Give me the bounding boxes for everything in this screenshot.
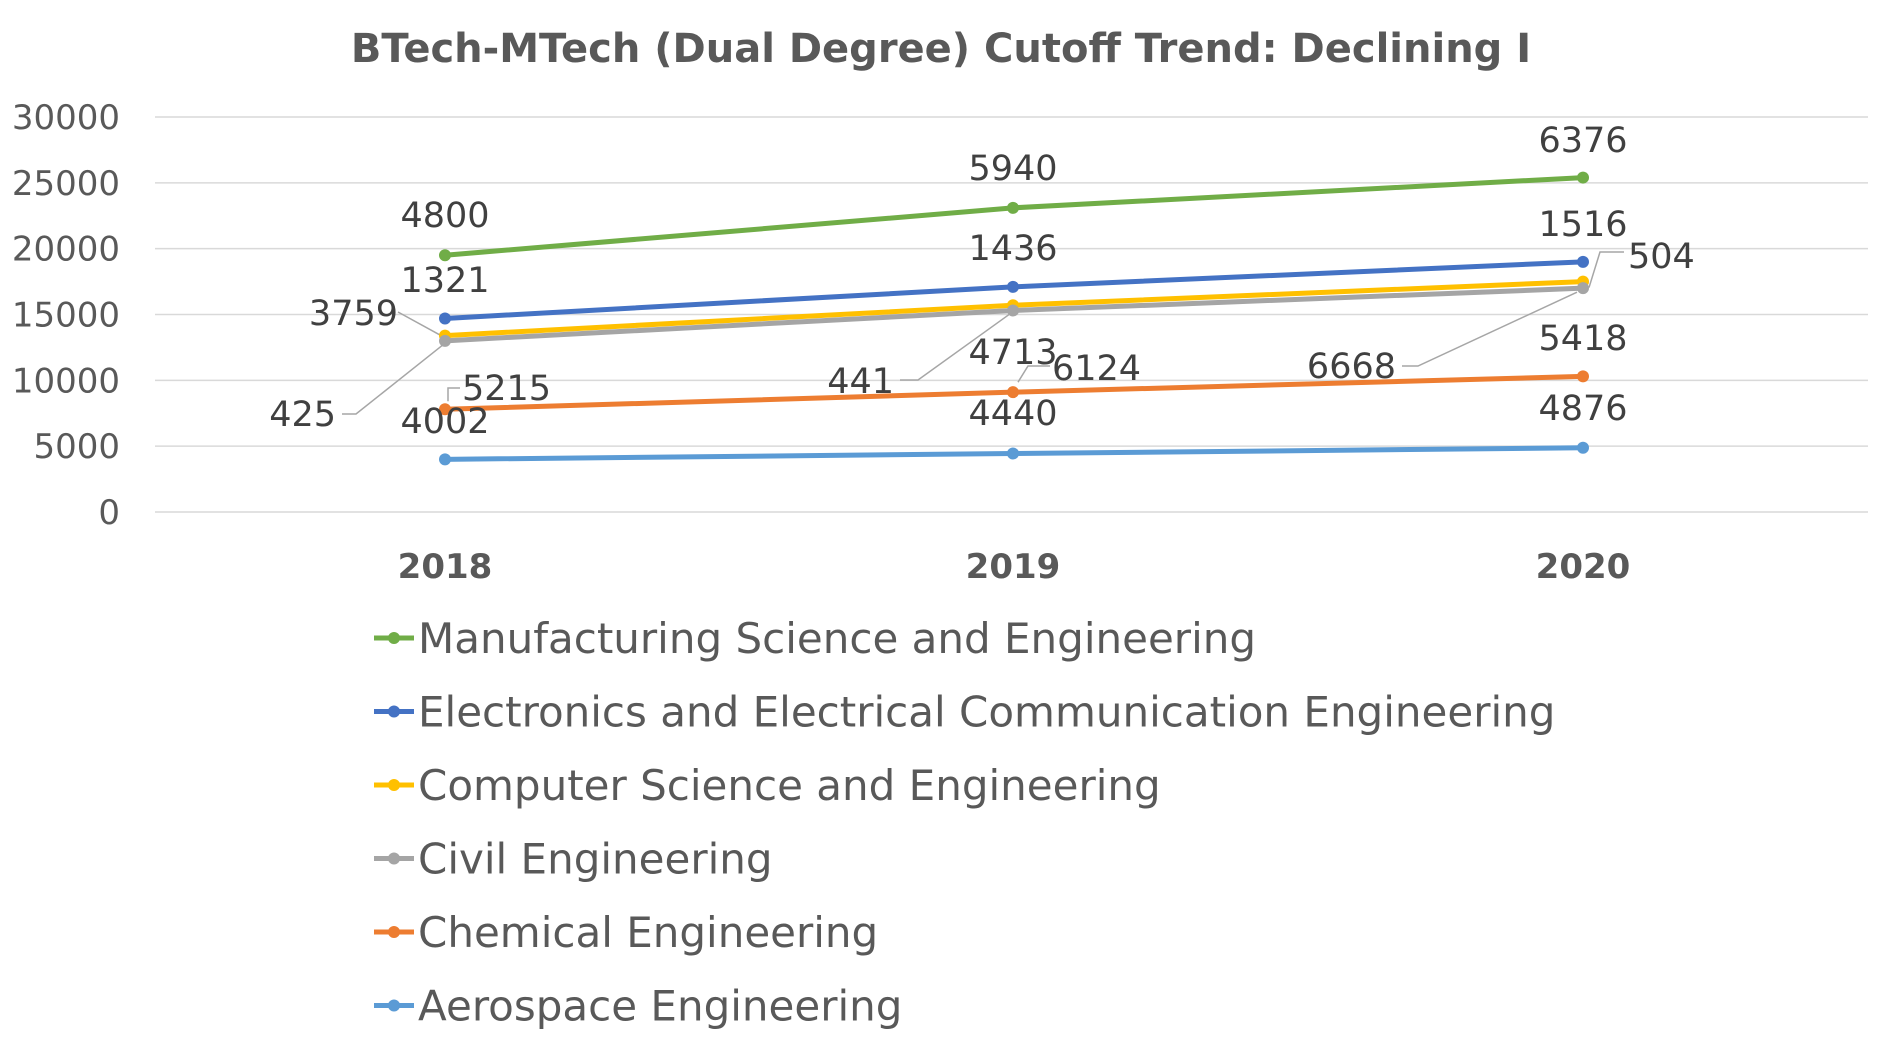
leader-line-civil-engineering-2018: [342, 344, 444, 415]
data-point-chemical-engineering-2020: [1577, 370, 1589, 383]
legend-item-computer-science-and-engineering: Computer Science and Engineering: [374, 761, 1161, 810]
data-point-electronics-and-electrical-communication-engineering-2018: [439, 312, 451, 325]
data-label-electronics-and-electrical-communication-engineering-2018: 1321: [400, 261, 489, 301]
data-label-manufacturing-science-and-engineering-2018: 4800: [400, 196, 489, 236]
leader-line-civil-engineering-2019: [900, 313, 1010, 381]
data-labels: 4800 5940 6376 1321 1436 1516 3759 4713 504 425 44…: [269, 121, 1695, 442]
data-point-civil-engineering-2020: [1577, 282, 1589, 295]
y-tick-label-15000: 15000: [12, 296, 120, 336]
data-label-aerospace-engineering-2019: 4440: [968, 394, 1057, 434]
legend-label: Chemical Engineering: [418, 908, 878, 957]
data-point-aerospace-engineering-2020: [1577, 441, 1589, 454]
legend: Manufacturing Science and Engineering Ele…: [374, 614, 1555, 1031]
y-tick-label-30000: 30000: [12, 98, 120, 138]
leader-line-chemical-engineering-2018: [447, 387, 460, 402]
legend-label: Manufacturing Science and Engineering: [418, 614, 1256, 663]
data-label-electronics-and-electrical-communication-engineering-2019: 1436: [968, 229, 1057, 269]
y-tick-label-25000: 25000: [12, 164, 120, 204]
data-point-electronics-and-electrical-communication-engineering-2019: [1007, 280, 1019, 293]
data-label-electronics-and-electrical-communication-engineering-2020: 1516: [1538, 205, 1627, 245]
data-label-computer-science-and-engineering-2019: 4713: [968, 333, 1057, 373]
data-label-chemical-engineering-2020: 5418: [1538, 319, 1627, 359]
data-point-electronics-and-electrical-communication-engineering-2020: [1577, 255, 1589, 268]
y-tick-label-10000: 10000: [12, 361, 120, 401]
data-label-civil-engineering-2020: 6668: [1307, 347, 1396, 387]
legend-item-aerospace-engineering: Aerospace Engineering: [374, 982, 902, 1031]
data-label-computer-science-and-engineering-2018: 3759: [309, 294, 398, 334]
data-point-chemical-engineering-2018: [439, 403, 451, 416]
leader-line-computer-science-and-engineering-2020: [1588, 251, 1624, 288]
data-label-manufacturing-science-and-engineering-2020: 6376: [1538, 121, 1627, 161]
data-label-civil-engineering-2018: 425: [269, 395, 336, 435]
legend-item-electronics-and-electrical-communication-engineering: Electronics and Electrical Communication…: [374, 688, 1555, 737]
legend-swatch-marker: [388, 852, 400, 865]
y-tick-label-5000: 5000: [33, 427, 120, 467]
data-label-chemical-engineering-2018: 5215: [462, 369, 551, 409]
data-point-chemical-engineering-2019: [1007, 386, 1019, 399]
legend-label: Aerospace Engineering: [418, 982, 902, 1031]
chart-title: BTech-MTech (Dual Degree) Cutoff Trend: …: [351, 26, 1531, 72]
legend-swatch-marker: [388, 779, 400, 791]
data-label-leader-lines: [342, 251, 1624, 415]
data-point-civil-engineering-2018: [439, 334, 451, 347]
legend-swatch-marker: [388, 999, 400, 1012]
x-tick-label-2018: 2018: [398, 547, 493, 587]
legend-swatch-marker: [388, 705, 400, 718]
data-point-civil-engineering-2019: [1007, 304, 1019, 317]
legend-label: Electronics and Electrical Communication…: [418, 688, 1555, 737]
x-axis-tick-labels: 2018 2019 2020: [398, 547, 1631, 587]
data-point-aerospace-engineering-2018: [439, 453, 451, 466]
y-tick-label-0: 0: [98, 493, 120, 533]
data-label-chemical-engineering-2019: 6124: [1052, 349, 1141, 389]
legend-label: Computer Science and Engineering: [418, 761, 1161, 810]
data-point-manufacturing-science-and-engineering-2018: [439, 249, 451, 262]
leader-line-chemical-engineering-2019: [1017, 365, 1050, 383]
data-label-aerospace-engineering-2018: 4002: [400, 402, 489, 442]
data-label-aerospace-engineering-2020: 4876: [1538, 389, 1627, 429]
legend-swatch-marker: [388, 632, 400, 644]
y-axis-tick-labels: 0 5000 10000 15000 20000 25000 30000: [12, 98, 120, 533]
data-label-manufacturing-science-and-engineering-2019: 5940: [968, 149, 1057, 189]
legend-item-chemical-engineering: Chemical Engineering: [374, 908, 878, 957]
legend-label: Civil Engineering: [418, 835, 773, 884]
leader-line-civil-engineering-2020: [1402, 291, 1578, 367]
legend-swatch-marker: [388, 926, 400, 938]
data-point-manufacturing-science-and-engineering-2019: [1007, 201, 1019, 214]
y-tick-label-20000: 20000: [12, 230, 120, 270]
legend-item-manufacturing-science-and-engineering: Manufacturing Science and Engineering: [374, 614, 1256, 663]
x-tick-label-2020: 2020: [1536, 547, 1631, 587]
legend-item-civil-engineering: Civil Engineering: [374, 835, 773, 884]
x-tick-label-2019: 2019: [966, 547, 1061, 587]
leader-line-computer-science-and-engineering-2018: [397, 311, 442, 337]
data-label-civil-engineering-2019: 441: [827, 362, 894, 402]
data-point-manufacturing-science-and-engineering-2020: [1577, 171, 1589, 184]
data-point-aerospace-engineering-2019: [1007, 447, 1019, 460]
data-label-computer-science-and-engineering-2020: 504: [1628, 237, 1695, 277]
series-lines: [439, 171, 1589, 466]
